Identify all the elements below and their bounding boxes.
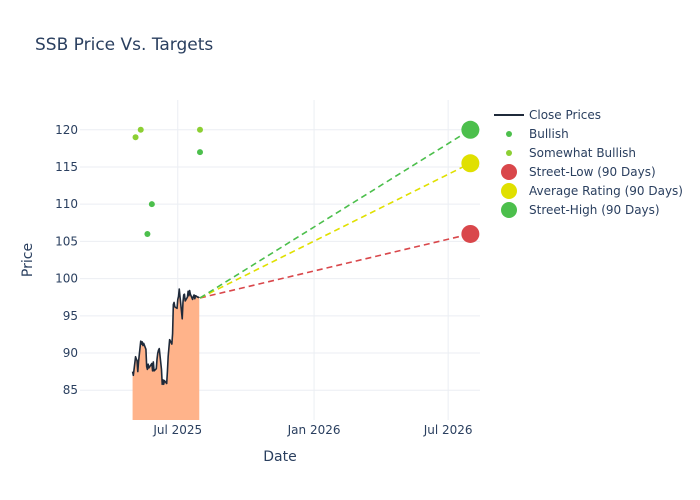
x-tick-label: Jan 2026 <box>287 423 341 437</box>
rating-point <box>137 126 144 133</box>
legend-label: Close Prices <box>529 108 601 122</box>
rating-point <box>148 201 155 208</box>
legend-label: Somewhat Bullish <box>529 146 636 160</box>
legend-item[interactable]: Average Rating (90 Days) <box>501 183 683 199</box>
legend-label: Street-Low (90 Days) <box>529 165 656 179</box>
y-tick-label: 100 <box>55 272 78 286</box>
close-price-path <box>131 288 200 386</box>
x-tick-label: Jul 2026 <box>423 423 473 437</box>
legend-dot-swatch <box>501 183 517 199</box>
y-tick-label: 90 <box>63 346 78 360</box>
y-axis-ticks: 85 90 95 100 105 110 115 120 <box>55 123 78 397</box>
target-marker <box>461 120 480 139</box>
legend-label: Bullish <box>529 127 569 141</box>
target-projection-lines <box>199 129 471 299</box>
y-tick-label: 115 <box>55 160 78 174</box>
legend-label: Average Rating (90 Days) <box>529 184 683 198</box>
legend-item[interactable]: Somewhat Bullish <box>506 146 636 160</box>
legend-dot-swatch <box>506 150 512 156</box>
y-axis-title: Price <box>20 243 36 277</box>
rating-points <box>132 126 203 237</box>
x-axis-title: Date <box>263 449 296 465</box>
y-tick-label: 95 <box>63 309 78 323</box>
legend-dot-swatch <box>501 202 517 218</box>
rating-point <box>144 230 151 237</box>
legend-item[interactable]: Street-Low (90 Days) <box>501 164 656 180</box>
y-tick-label: 110 <box>55 197 78 211</box>
target-marker <box>461 154 480 173</box>
legend-dot-swatch <box>506 131 512 137</box>
close-price-area <box>132 289 200 420</box>
legend-item[interactable]: Bullish <box>506 127 569 141</box>
legend-label: Street-High (90 Days) <box>529 203 660 217</box>
y-tick-label: 105 <box>55 234 78 248</box>
close-price-line <box>131 288 200 386</box>
target-line <box>199 129 471 299</box>
y-tick-label: 120 <box>55 123 78 137</box>
rating-point <box>197 149 203 156</box>
close-price-fill <box>132 289 200 420</box>
target-markers <box>461 120 480 243</box>
legend[interactable]: Close Prices Bullish Somewhat Bullish Stree… <box>494 108 683 218</box>
target-marker <box>461 224 480 243</box>
target-line <box>199 233 471 299</box>
target-line <box>199 162 471 299</box>
x-axis-ticks: Jul 2025 Jan 2026 Jul 2026 <box>152 423 472 437</box>
legend-item[interactable]: Close Prices <box>494 108 601 122</box>
legend-dot-swatch <box>501 164 517 180</box>
legend-item[interactable]: Street-High (90 Days) <box>501 202 660 218</box>
rating-point <box>132 134 139 141</box>
y-tick-label: 85 <box>63 383 78 397</box>
chart-title: SSB Price Vs. Targets <box>35 35 213 55</box>
x-tick-label: Jul 2025 <box>152 423 202 437</box>
rating-point <box>197 126 203 133</box>
